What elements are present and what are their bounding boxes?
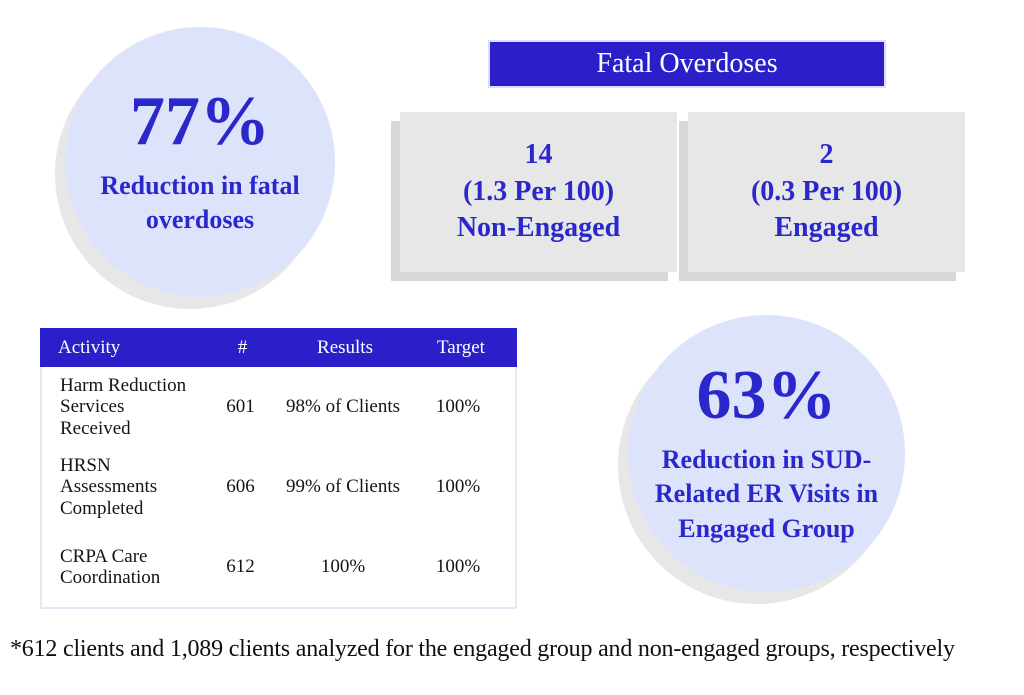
cell-count: 601	[226, 396, 255, 417]
header-results: Results	[317, 336, 373, 358]
card-engaged-group: Engaged	[774, 212, 879, 244]
cell-activity-line1: HRSN Assessments	[60, 455, 158, 498]
cell-activity: Harm Reduction Services Received	[42, 375, 198, 439]
header-count: #	[237, 336, 248, 358]
header-target: Target	[437, 336, 485, 358]
cell-target: 100%	[435, 396, 481, 417]
table-row: Harm Reduction Services Received 601 98%…	[42, 367, 515, 447]
stat-label-77: Reduction in fatal overdoses	[100, 169, 299, 238]
table-row: HRSN Assessments Completed 606 99% of Cl…	[42, 447, 515, 527]
fatal-overdoses-banner: Fatal Overdoses	[488, 40, 886, 88]
cell-count: 606	[226, 476, 255, 497]
card-engaged: 2 (0.3 Per 100) Engaged	[688, 112, 965, 272]
stat-circle-er-visit-reduction: 63% Reduction in SUD- Related ER Visits …	[628, 315, 905, 592]
stat-value-77: 77%	[130, 82, 270, 160]
stat-label-63-line2: Related ER Visits in	[654, 479, 879, 509]
stat-label-77-line2: overdoses	[145, 205, 255, 234]
activity-table-body: Harm Reduction Services Received 601 98%…	[40, 367, 517, 609]
stat-label-77-line1: Reduction in fatal	[100, 170, 300, 200]
card-engaged-rate: (0.3 Per 100)	[750, 175, 903, 207]
cell-count: 612	[226, 556, 255, 577]
card-non-engaged-rate: (1.3 Per 100)	[462, 175, 615, 207]
card-non-engaged-count: 14	[524, 138, 553, 170]
stat-label-63-line3: Engaged Group	[678, 513, 855, 543]
stat-label-63: Reduction in SUD- Related ER Visits in E…	[655, 443, 878, 546]
stat-circle-fatal-overdose-reduction: 77% Reduction in fatal overdoses	[65, 27, 335, 297]
footnote: *612 clients and 1,089 clients analyzed …	[10, 636, 955, 662]
cell-activity-line2: Services Received	[60, 396, 131, 439]
card-non-engaged: 14 (1.3 Per 100) Non-Engaged	[400, 112, 677, 272]
cell-activity: HRSN Assessments Completed	[42, 455, 198, 519]
stat-label-63-line1: Reduction in SUD-	[661, 445, 872, 475]
table-row: CRPA Care Coordination 612 100% 100%	[42, 527, 515, 607]
card-non-engaged-group: Non-Engaged	[456, 212, 621, 244]
cell-activity-line1: Harm Reduction	[60, 375, 187, 397]
activity-table-header: Activity # Results Target	[40, 328, 517, 367]
header-activity: Activity	[58, 336, 121, 358]
cell-results: 98% of Clients	[286, 396, 400, 417]
cell-results: 100%	[320, 556, 366, 577]
cell-results: 99% of Clients	[286, 476, 400, 497]
cell-activity: CRPA Care Coordination	[42, 546, 198, 589]
cell-activity-line2: Completed	[60, 497, 144, 519]
cell-target: 100%	[435, 476, 481, 497]
cell-activity-line2: Coordination	[60, 567, 161, 588]
stat-value-63: 63%	[696, 357, 837, 435]
card-engaged-count: 2	[819, 138, 834, 170]
cell-activity-line1: CRPA Care	[60, 545, 148, 567]
cell-target: 100%	[435, 556, 481, 577]
activity-table: Activity # Results Target Harm Reduction…	[40, 328, 517, 609]
fatal-overdoses-title: Fatal Overdoses	[596, 48, 778, 79]
